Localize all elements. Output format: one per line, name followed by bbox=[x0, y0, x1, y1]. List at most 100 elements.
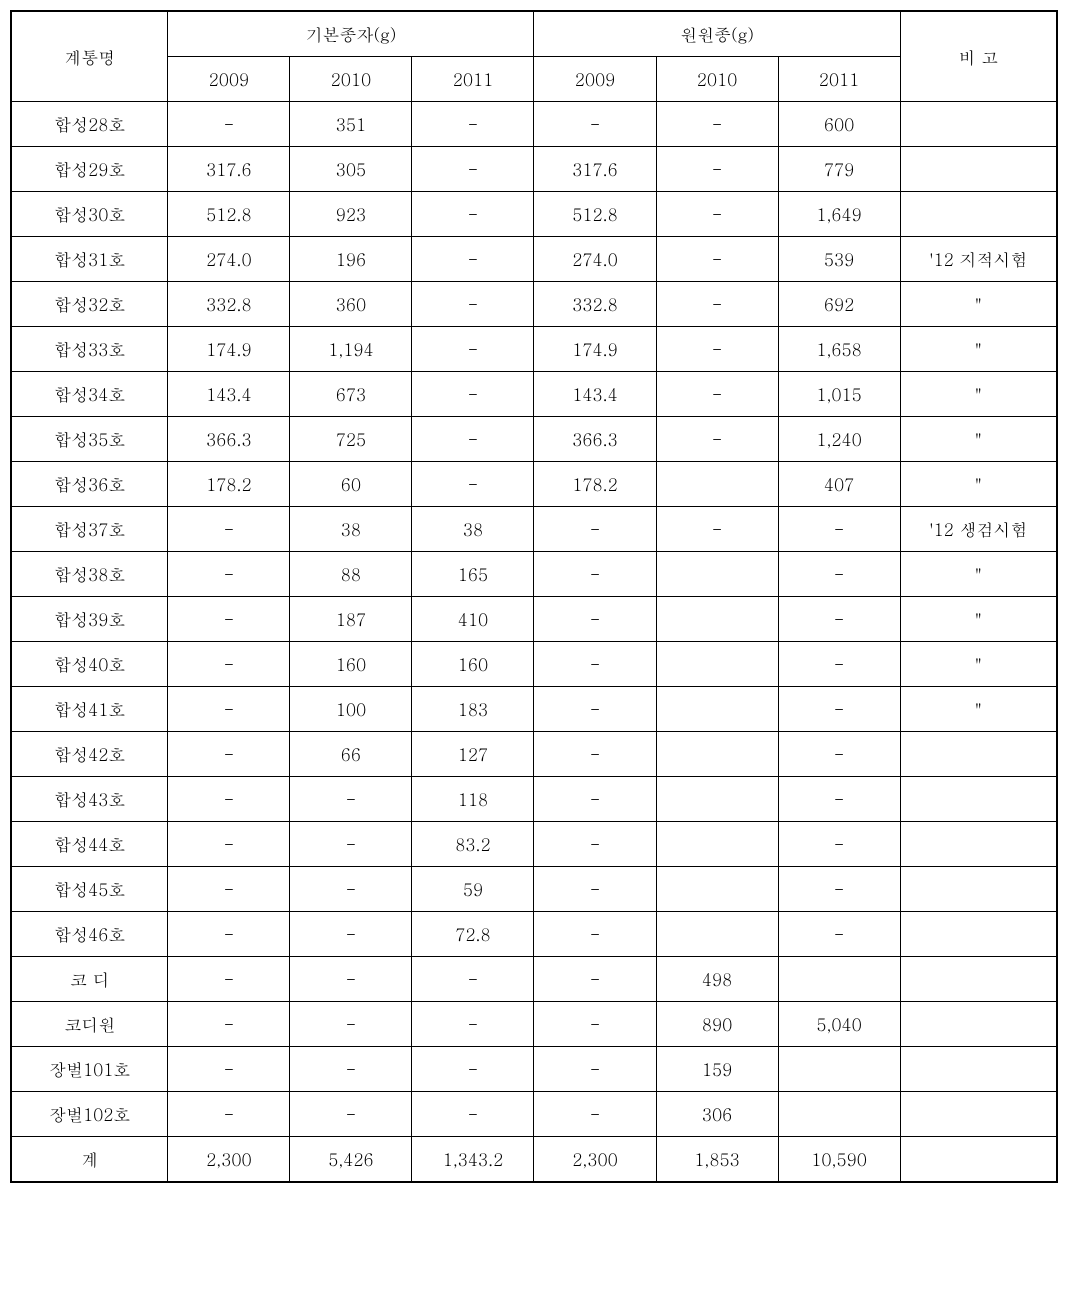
cell-a2010: 160 bbox=[290, 642, 412, 687]
cell-name: 합성37호 bbox=[11, 507, 168, 552]
cell-name: 합성36호 bbox=[11, 462, 168, 507]
cell-a2011: 72.8 bbox=[412, 912, 534, 957]
cell-remark: " bbox=[900, 282, 1057, 327]
cell-b2011: 5,040 bbox=[778, 1002, 900, 1047]
cell-a2010: - bbox=[290, 912, 412, 957]
header-b2009: 2009 bbox=[534, 57, 656, 102]
cell-a2010: 351 bbox=[290, 102, 412, 147]
cell-remark bbox=[900, 957, 1057, 1002]
cell-b2011: - bbox=[778, 822, 900, 867]
cell-b2010: 498 bbox=[656, 957, 778, 1002]
table-body: 합성28호-351---600합성29호317.6305-317.6-779합성… bbox=[11, 102, 1057, 1183]
cell-a2010: 187 bbox=[290, 597, 412, 642]
cell-b2011: - bbox=[778, 687, 900, 732]
cell-b2010: - bbox=[656, 282, 778, 327]
cell-b2011: 539 bbox=[778, 237, 900, 282]
cell-b2010: 1,853 bbox=[656, 1137, 778, 1183]
cell-a2010: 196 bbox=[290, 237, 412, 282]
table-row: 합성38호-88165--" bbox=[11, 552, 1057, 597]
cell-b2010: 306 bbox=[656, 1092, 778, 1137]
table-header: 계통명 기본종자(g) 원원종(g) 비 고 2009 2010 2011 20… bbox=[11, 11, 1057, 102]
cell-a2010: - bbox=[290, 957, 412, 1002]
table-row: 합성41호-100183--" bbox=[11, 687, 1057, 732]
table-row: 합성29호317.6305-317.6-779 bbox=[11, 147, 1057, 192]
cell-b2009: 174.9 bbox=[534, 327, 656, 372]
cell-a2011: - bbox=[412, 417, 534, 462]
header-name: 계통명 bbox=[11, 11, 168, 102]
table-row: 합성35호366.3725-366.3-1,240" bbox=[11, 417, 1057, 462]
cell-a2011: - bbox=[412, 1047, 534, 1092]
header-b2010: 2010 bbox=[656, 57, 778, 102]
cell-a2011: 38 bbox=[412, 507, 534, 552]
cell-name: 장벌102호 bbox=[11, 1092, 168, 1137]
cell-a2009: - bbox=[168, 597, 290, 642]
cell-remark: '12 지적시험 bbox=[900, 237, 1057, 282]
cell-a2010: 673 bbox=[290, 372, 412, 417]
table-row: 합성32호332.8360-332.8-692" bbox=[11, 282, 1057, 327]
cell-name: 합성39호 bbox=[11, 597, 168, 642]
cell-b2010: - bbox=[656, 507, 778, 552]
table-row: 코 디----498 bbox=[11, 957, 1057, 1002]
cell-a2010: 360 bbox=[290, 282, 412, 327]
cell-name: 합성40호 bbox=[11, 642, 168, 687]
cell-b2009: 2,300 bbox=[534, 1137, 656, 1183]
cell-a2011: 410 bbox=[412, 597, 534, 642]
cell-b2010 bbox=[656, 687, 778, 732]
cell-a2009: - bbox=[168, 957, 290, 1002]
cell-a2011: - bbox=[412, 102, 534, 147]
cell-a2010: 923 bbox=[290, 192, 412, 237]
cell-remark bbox=[900, 102, 1057, 147]
cell-b2011: - bbox=[778, 777, 900, 822]
cell-b2010: - bbox=[656, 192, 778, 237]
cell-b2010 bbox=[656, 642, 778, 687]
cell-b2009: - bbox=[534, 777, 656, 822]
cell-b2011 bbox=[778, 1047, 900, 1092]
cell-b2010 bbox=[656, 912, 778, 957]
cell-a2011: 83.2 bbox=[412, 822, 534, 867]
cell-name: 합성30호 bbox=[11, 192, 168, 237]
cell-remark bbox=[900, 1137, 1057, 1183]
cell-a2009: - bbox=[168, 777, 290, 822]
table-row: 계2,3005,4261,343.22,3001,85310,590 bbox=[11, 1137, 1057, 1183]
cell-remark bbox=[900, 732, 1057, 777]
cell-b2011 bbox=[778, 957, 900, 1002]
cell-b2011: 1,015 bbox=[778, 372, 900, 417]
cell-a2011: - bbox=[412, 282, 534, 327]
cell-a2011: - bbox=[412, 192, 534, 237]
cell-a2010: - bbox=[290, 777, 412, 822]
cell-a2009: 274.0 bbox=[168, 237, 290, 282]
cell-name: 합성33호 bbox=[11, 327, 168, 372]
cell-a2010: 66 bbox=[290, 732, 412, 777]
cell-b2010: 890 bbox=[656, 1002, 778, 1047]
cell-a2009: - bbox=[168, 102, 290, 147]
cell-a2010: 5,426 bbox=[290, 1137, 412, 1183]
header-a2009: 2009 bbox=[168, 57, 290, 102]
cell-a2011: 160 bbox=[412, 642, 534, 687]
cell-name: 합성28호 bbox=[11, 102, 168, 147]
cell-a2009: 174.9 bbox=[168, 327, 290, 372]
table-row: 합성37호-3838---'12 생검시험 bbox=[11, 507, 1057, 552]
cell-b2011: - bbox=[778, 867, 900, 912]
cell-b2011 bbox=[778, 1092, 900, 1137]
header-group1: 기본종자(g) bbox=[168, 11, 534, 57]
cell-remark: " bbox=[900, 417, 1057, 462]
cell-a2009: 2,300 bbox=[168, 1137, 290, 1183]
cell-a2010: 305 bbox=[290, 147, 412, 192]
cell-name: 장벌101호 bbox=[11, 1047, 168, 1092]
cell-b2011: 1,240 bbox=[778, 417, 900, 462]
cell-b2011: - bbox=[778, 507, 900, 552]
cell-b2010: - bbox=[656, 102, 778, 147]
cell-name: 합성42호 bbox=[11, 732, 168, 777]
cell-a2009: - bbox=[168, 507, 290, 552]
cell-a2010: 88 bbox=[290, 552, 412, 597]
cell-b2010 bbox=[656, 597, 778, 642]
header-a2011: 2011 bbox=[412, 57, 534, 102]
cell-remark bbox=[900, 1002, 1057, 1047]
cell-name: 코 디 bbox=[11, 957, 168, 1002]
cell-b2011: - bbox=[778, 732, 900, 777]
cell-a2009: 512.8 bbox=[168, 192, 290, 237]
cell-a2010: 725 bbox=[290, 417, 412, 462]
cell-remark: " bbox=[900, 597, 1057, 642]
cell-b2011: - bbox=[778, 642, 900, 687]
cell-remark: " bbox=[900, 372, 1057, 417]
